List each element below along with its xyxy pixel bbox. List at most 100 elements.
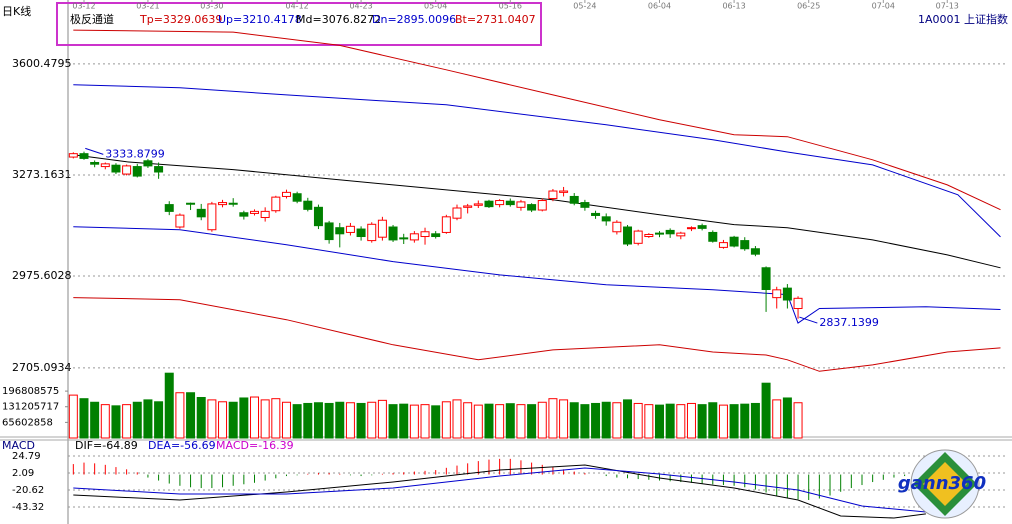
volume-bar [441, 401, 451, 439]
candle-body [196, 208, 206, 218]
x-tick-label: 07-04 [872, 2, 895, 11]
volume-bar [356, 402, 366, 439]
volume-bar [420, 404, 430, 439]
candle-body [79, 153, 89, 159]
candle-body [356, 228, 366, 238]
volume-bar [143, 399, 153, 439]
x-tick-label: 05-24 [573, 2, 596, 11]
volume-bar [218, 401, 228, 439]
channel-line [73, 297, 1001, 372]
candle-body [388, 226, 398, 241]
candle-body [569, 195, 579, 204]
candle-body [111, 164, 121, 173]
volume-bar [345, 402, 355, 439]
volume-bar [377, 399, 387, 439]
candle-body [399, 237, 409, 240]
volume-bar [750, 402, 760, 439]
volume-bar [793, 402, 803, 439]
volume-bar [324, 402, 334, 439]
candle-body [100, 163, 110, 168]
indicator-box [56, 2, 542, 46]
volume-bar [68, 394, 78, 439]
indicator-value: Md=3076.8272 [296, 13, 381, 26]
volume-bar [484, 403, 494, 439]
volume-bar [633, 402, 643, 439]
logo-diamond [923, 462, 967, 506]
x-tick-label: 07-13 [936, 2, 959, 11]
candle-body [782, 287, 792, 301]
candle-body [68, 153, 78, 158]
indicator-value: Dn=2895.0096 [372, 13, 456, 26]
volume-bar [100, 404, 110, 439]
indicator-value: Bt=2731.0407 [455, 13, 536, 26]
candle-body [420, 231, 430, 238]
logo: gann360 [898, 449, 986, 519]
volume-bar [431, 405, 441, 439]
volume-bar [516, 404, 526, 439]
channel-line [73, 84, 1001, 238]
candle-body [260, 210, 270, 219]
volume-bar [718, 404, 728, 439]
candle-body [729, 236, 739, 247]
volume-bar [122, 404, 132, 439]
candle-body [228, 202, 238, 205]
volume-bar [207, 399, 217, 439]
volume-bar [132, 401, 142, 439]
candle-body [623, 226, 633, 245]
candle-body [90, 161, 100, 165]
y-tick-label: 2705.0934 [12, 361, 72, 374]
candle-body [644, 233, 654, 238]
channel-line [73, 154, 1001, 269]
y-tick-label: 2975.6028 [12, 269, 72, 282]
volume-bar [399, 403, 409, 439]
candle-body [292, 193, 302, 202]
annotation: 2837.1399 [819, 316, 879, 329]
volume-bar [537, 401, 547, 439]
volume-bar [623, 399, 633, 439]
candle-body [761, 267, 771, 290]
x-tick-label: 03-21 [136, 2, 159, 11]
candle-body [580, 202, 590, 208]
volume-bar [548, 398, 558, 439]
volume-bar [388, 404, 398, 439]
volume-bar [186, 392, 196, 439]
candle-body [750, 248, 760, 255]
volume-bar [729, 404, 739, 439]
volume-bar [676, 404, 686, 439]
candle-body [772, 289, 782, 299]
volume-bar [559, 399, 569, 439]
chart-title: 日K线 [2, 4, 31, 18]
candle-body [612, 221, 622, 233]
candle-body [495, 200, 505, 206]
volume-bar [473, 404, 483, 439]
volume-bar [686, 402, 696, 439]
legend-entry: MACD=-16.39 [216, 439, 294, 452]
logo-text: gann360 [898, 473, 986, 494]
annotation-leader [799, 316, 818, 324]
indicator-value: Up=3210.4178 [218, 13, 302, 26]
y-tick-label: 196808575 [2, 386, 59, 397]
candle-body [654, 232, 664, 235]
candle-body [537, 200, 547, 211]
y-tick-label: -43.32 [12, 502, 44, 513]
x-tick-label: 06-13 [722, 2, 745, 11]
candle-body [548, 190, 558, 199]
volume-bar [164, 372, 174, 439]
x-tick-label: 06-04 [648, 2, 671, 11]
candle-body [676, 232, 686, 237]
volume-bar [281, 401, 291, 439]
candle-body [452, 207, 462, 219]
candle-body [345, 225, 355, 233]
candle-body [175, 214, 185, 228]
indicator-value: Tp=3329.0639 [139, 13, 222, 26]
volume-bar [239, 397, 249, 439]
volume-bar [612, 402, 622, 439]
volume-bar [740, 403, 750, 439]
annotation: 3333.8799 [105, 147, 165, 160]
volume-bar [761, 382, 771, 439]
y-tick-label: -20.62 [12, 485, 44, 496]
channel-line [73, 29, 1001, 211]
legend-entry: DIF=-64.89 [75, 439, 138, 452]
volume-bar [228, 401, 238, 439]
candle-body [186, 202, 196, 205]
